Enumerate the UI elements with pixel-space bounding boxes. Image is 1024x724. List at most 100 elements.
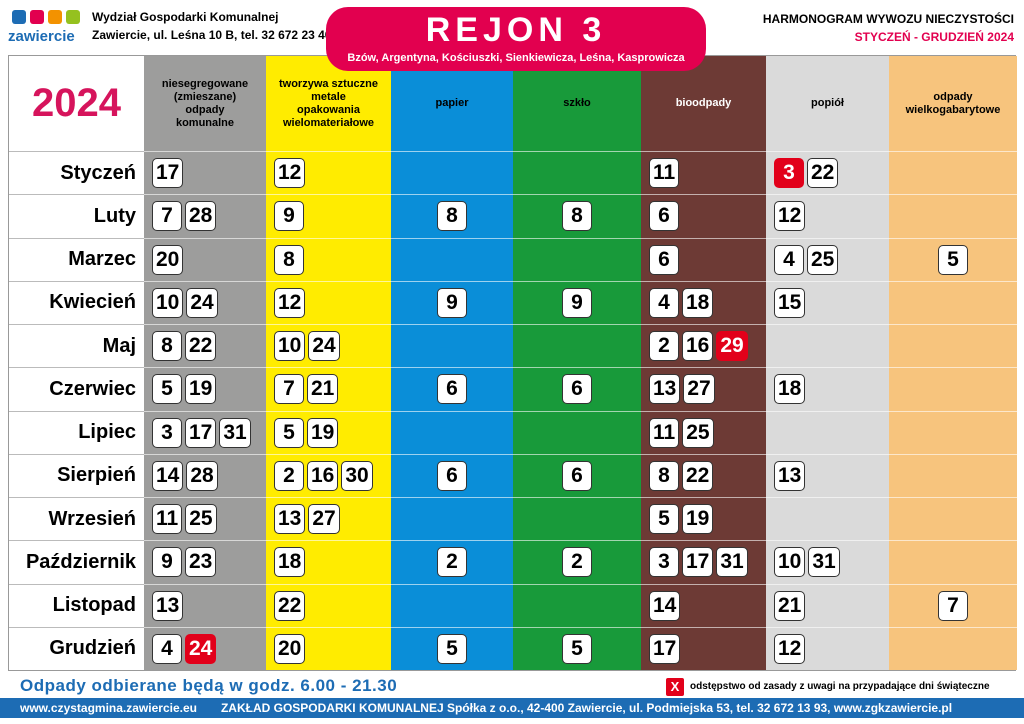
pickup-date: 12 bbox=[274, 287, 306, 318]
pickup-date: 12 bbox=[274, 158, 306, 189]
pickup-date: 22 bbox=[682, 460, 714, 491]
schedule-cell bbox=[391, 583, 513, 627]
column-header: szkło bbox=[513, 56, 641, 151]
period: STYCZEŃ - GRUDZIEŃ 2024 bbox=[854, 30, 1014, 44]
pickup-date: 4 bbox=[152, 633, 182, 664]
pickup-date: 31 bbox=[808, 547, 840, 578]
schedule-cell: 8 bbox=[391, 194, 513, 238]
schedule-cell: 4 18 bbox=[641, 280, 766, 324]
pickup-date: 31 bbox=[716, 547, 748, 578]
schedule-cell bbox=[513, 324, 641, 368]
column-header: niesegregowane (zmieszane) odpady komuna… bbox=[144, 56, 266, 151]
pickup-date: 22 bbox=[185, 331, 217, 362]
year: 2024 bbox=[32, 81, 121, 125]
schedule-cell bbox=[889, 410, 1017, 454]
schedule-cell: 8 bbox=[513, 194, 641, 238]
schedule-table: 2024 niesegregowane (zmieszane) odpady k… bbox=[8, 55, 1017, 671]
schedule-cell: 11 bbox=[641, 151, 766, 195]
schedule-cell bbox=[391, 497, 513, 541]
schedule-cell: 10 24 bbox=[266, 324, 391, 368]
pickup-date: 7 bbox=[152, 201, 182, 232]
pickup-date: 13 bbox=[274, 504, 306, 535]
schedule-cell bbox=[766, 410, 889, 454]
schedule-cell bbox=[889, 497, 1017, 541]
pickup-date: 9 bbox=[562, 287, 592, 318]
schedule-cell bbox=[889, 194, 1017, 238]
pickup-date: 3 bbox=[649, 547, 679, 578]
month-label: Luty bbox=[9, 194, 144, 237]
pickup-date: 3 bbox=[152, 417, 182, 448]
pickup-date: 21 bbox=[774, 590, 806, 621]
pickup-date: 2 bbox=[562, 547, 592, 578]
pickup-date: 22 bbox=[807, 158, 839, 189]
schedule-cell: 4 24 bbox=[144, 626, 266, 670]
schedule-cell: 2 16 29 bbox=[641, 324, 766, 368]
pickup-date: 6 bbox=[562, 460, 592, 491]
pickup-date: 8 bbox=[437, 201, 467, 232]
pickup-date: 15 bbox=[774, 287, 806, 318]
schedule-title: HARMONOGRAM WYWOZU NIECZYSTOŚCI bbox=[762, 12, 1014, 26]
schedule-cell: 22 bbox=[266, 583, 391, 627]
pickup-date: 22 bbox=[274, 590, 306, 621]
schedule-cell bbox=[766, 497, 889, 541]
column-header: papier bbox=[391, 56, 513, 151]
pickup-date: 6 bbox=[437, 374, 467, 405]
pickup-date: 9 bbox=[152, 547, 182, 578]
schedule-cell: 21 bbox=[766, 583, 889, 627]
pickup-date: 11 bbox=[152, 504, 183, 535]
month-label: Czerwiec bbox=[9, 367, 144, 410]
schedule-cell: 14 bbox=[641, 583, 766, 627]
schedule-cell: 8 bbox=[266, 237, 391, 281]
pickup-date: 10 bbox=[274, 331, 306, 362]
schedule-cell: 5 bbox=[889, 237, 1017, 281]
schedule-cell: 5 19 bbox=[641, 497, 766, 541]
schedule-cell: 3 17 31 bbox=[144, 410, 266, 454]
pickup-date: 30 bbox=[341, 460, 373, 491]
pickup-date: 2 bbox=[274, 460, 304, 491]
org-name: Wydział Gospodarki Komunalnej bbox=[92, 10, 279, 24]
schedule-cell: 18 bbox=[266, 540, 391, 584]
schedule-cell bbox=[391, 151, 513, 195]
legend-text: odstępstwo od zasady z uwagi na przypada… bbox=[690, 681, 990, 692]
column-header: tworzywa sztuczne metale opakowania wiel… bbox=[266, 56, 391, 151]
schedule-cell bbox=[889, 151, 1017, 195]
pickup-date: 28 bbox=[185, 201, 217, 232]
pickup-date: 17 bbox=[185, 417, 217, 448]
month-label: Październik bbox=[9, 540, 144, 583]
schedule-cell: 6 bbox=[391, 453, 513, 497]
pickup-date: 31 bbox=[219, 417, 251, 448]
streets: Bzów, Argentyna, Kościuszki, Sienkiewicz… bbox=[347, 52, 685, 64]
pickup-date: 5 bbox=[938, 244, 968, 275]
schedule-cell: 14 28 bbox=[144, 453, 266, 497]
pickup-date: 21 bbox=[307, 374, 339, 405]
pickup-date: 13 bbox=[152, 590, 184, 621]
schedule-cell: 15 bbox=[766, 280, 889, 324]
schedule-cell: 5 bbox=[391, 626, 513, 670]
pickup-date: 12 bbox=[774, 201, 806, 232]
pickup-date: 7 bbox=[938, 590, 968, 621]
pickup-date: 13 bbox=[649, 374, 681, 405]
column-header: odpady wielkogabarytowe bbox=[889, 56, 1017, 151]
schedule-cell: 10 24 bbox=[144, 280, 266, 324]
schedule-cell: 6 bbox=[513, 367, 641, 411]
month-label: Marzec bbox=[9, 237, 144, 281]
schedule-cell: 13 27 bbox=[641, 367, 766, 411]
hours: Odpady odbierane będą w godz. 6.00 - 21.… bbox=[20, 676, 398, 695]
schedule-cell: 9 bbox=[513, 280, 641, 324]
pickup-date: 14 bbox=[152, 460, 184, 491]
pickup-date: 13 bbox=[774, 460, 806, 491]
pickup-date: 5 bbox=[274, 417, 304, 448]
pickup-date: 20 bbox=[274, 633, 306, 664]
pickup-date: 19 bbox=[682, 504, 714, 535]
holiday-date: 3 bbox=[774, 158, 804, 189]
schedule-cell: 11 25 bbox=[144, 497, 266, 541]
pickup-date: 24 bbox=[186, 287, 218, 318]
pickup-date: 27 bbox=[683, 374, 715, 405]
month-label: Styczeń bbox=[9, 151, 144, 194]
schedule-cell: 8 22 bbox=[144, 324, 266, 368]
pickup-date: 25 bbox=[807, 244, 839, 275]
pickup-date: 6 bbox=[649, 244, 679, 275]
pickup-date: 19 bbox=[307, 417, 339, 448]
schedule-cell: 3 22 bbox=[766, 151, 889, 195]
